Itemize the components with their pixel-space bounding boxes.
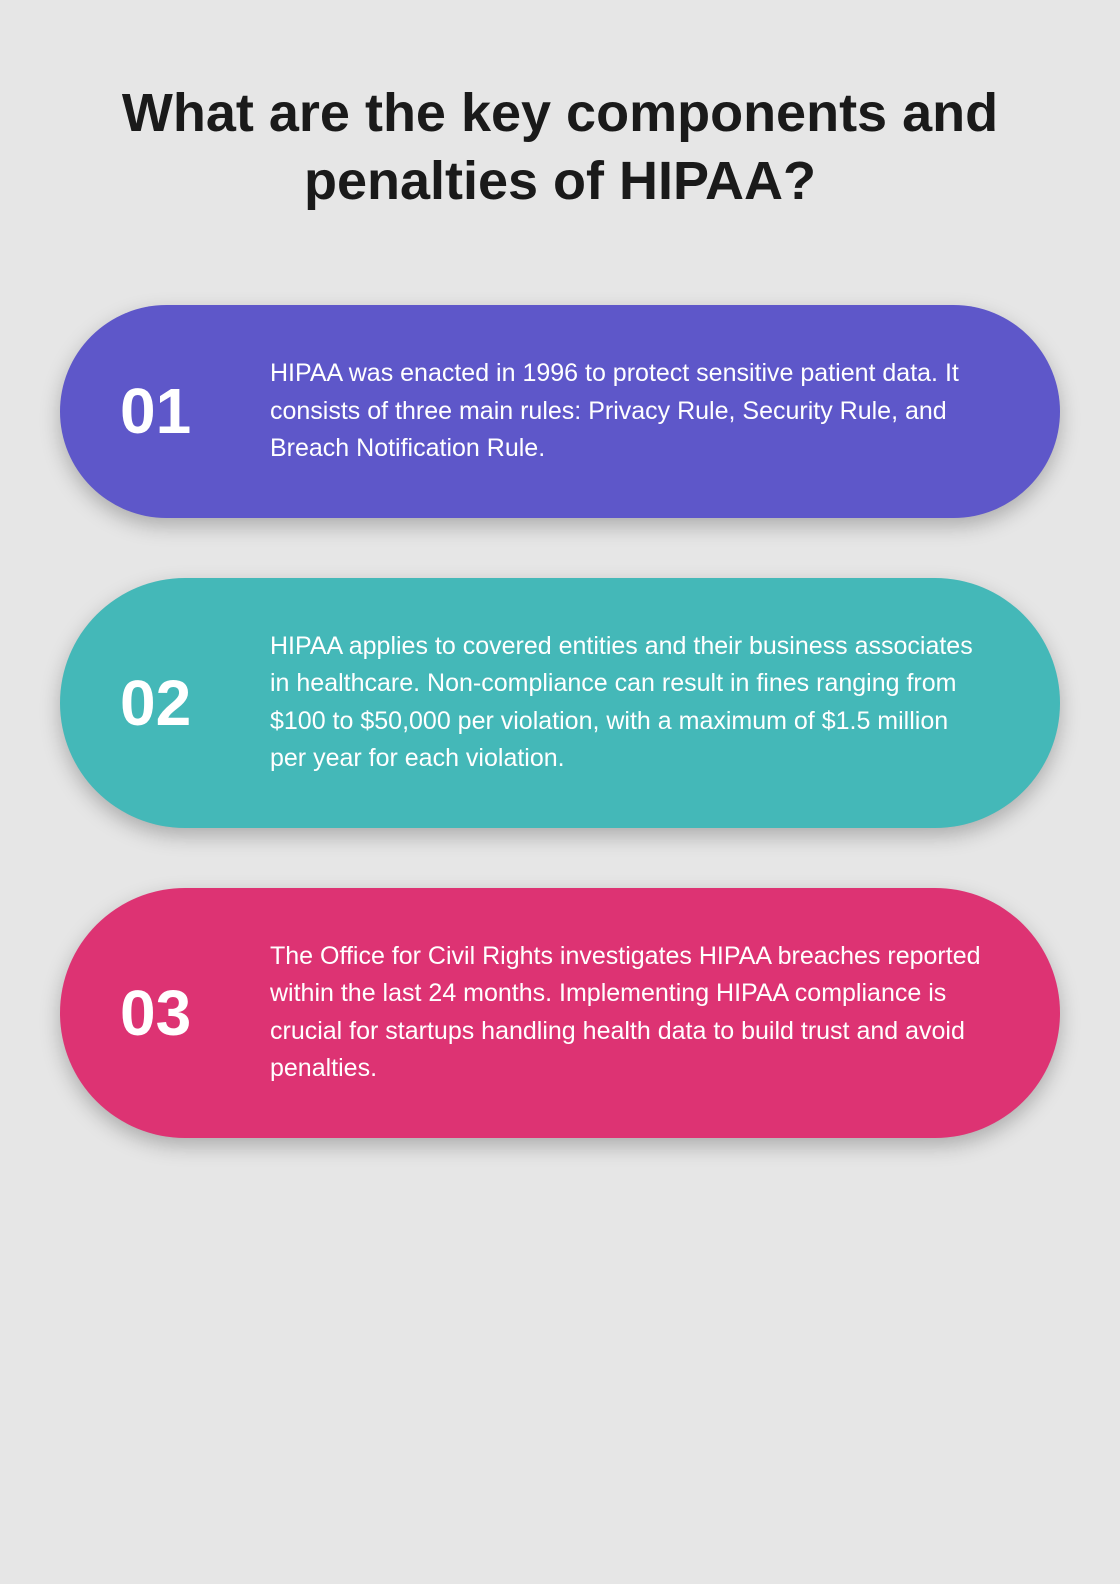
page-title: What are the key components and penaltie… <box>60 80 1060 215</box>
card-number-02: 02 <box>120 666 220 740</box>
card-02: 02 HIPAA applies to covered entities and… <box>60 578 1060 828</box>
card-01: 01 HIPAA was enacted in 1996 to protect … <box>60 305 1060 518</box>
card-03: 03 The Office for Civil Rights investiga… <box>60 888 1060 1138</box>
card-text-01: HIPAA was enacted in 1996 to protect sen… <box>270 355 990 468</box>
card-text-03: The Office for Civil Rights investigates… <box>270 938 990 1088</box>
card-number-01: 01 <box>120 374 220 448</box>
card-number-03: 03 <box>120 976 220 1050</box>
card-text-02: HIPAA applies to covered entities and th… <box>270 628 990 778</box>
